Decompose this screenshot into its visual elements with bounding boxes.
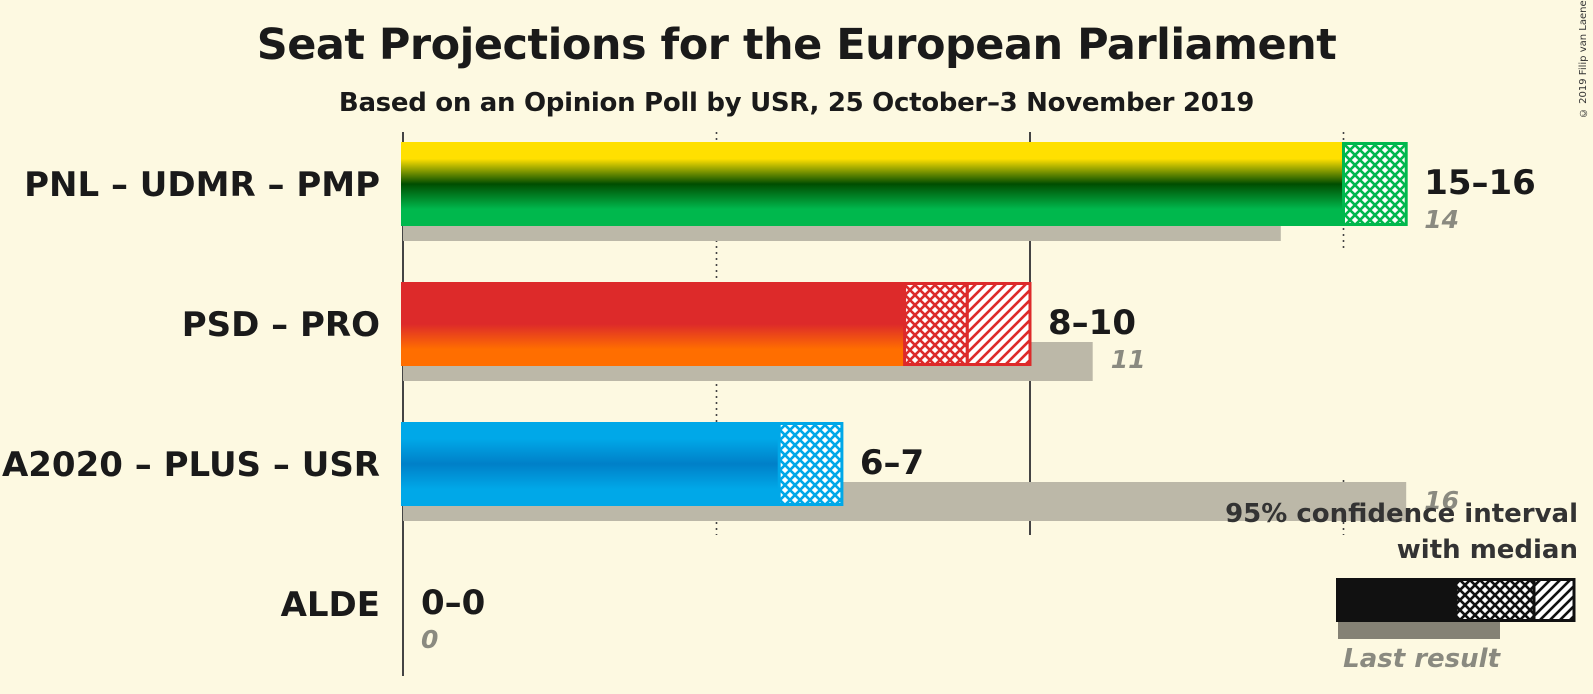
legend-upper-swatch xyxy=(1532,578,1576,622)
last-result-label: 11 xyxy=(1111,345,1146,374)
ci-solid-bar xyxy=(401,422,780,506)
range-label: 0–0 xyxy=(421,583,485,623)
legend-solid-swatch xyxy=(1336,578,1456,622)
ci-solid-bar xyxy=(401,142,1344,226)
party-label: PNL – UDMR – PMP xyxy=(24,165,380,205)
range-label: 8–10 xyxy=(1048,303,1136,343)
ci-upper-hatch-segment xyxy=(965,282,1032,366)
legend-median-swatch xyxy=(1454,578,1536,622)
party-label: PSD – PRO xyxy=(182,305,380,345)
range-label: 15–16 xyxy=(1424,163,1536,203)
legend-title-line2: with median xyxy=(1397,535,1578,565)
legend-last-result-label: Last result xyxy=(1343,644,1501,674)
ci-median-cross-segment xyxy=(903,282,969,366)
chart-title: Seat Projections for the European Parlia… xyxy=(256,20,1337,70)
ci-median-cross-segment xyxy=(1342,142,1408,226)
party-label: ALDE xyxy=(281,585,380,625)
last-result-label: 14 xyxy=(1424,205,1459,234)
legend: 95% confidence interval with median Last r… xyxy=(1225,499,1578,674)
last-result-label: 16 xyxy=(1424,486,1459,515)
range-label: 6–7 xyxy=(860,443,924,483)
ci-solid-bar xyxy=(401,282,905,366)
ci-median-cross-segment xyxy=(777,422,844,506)
bars xyxy=(401,142,1408,521)
party-label: A2020 – PLUS – USR xyxy=(2,445,380,485)
last-result-label: 0 xyxy=(421,625,438,654)
legend-title-line1: 95% confidence interval xyxy=(1225,499,1578,529)
chart-subtitle: Based on an Opinion Poll by USR, 25 Octo… xyxy=(338,88,1255,118)
